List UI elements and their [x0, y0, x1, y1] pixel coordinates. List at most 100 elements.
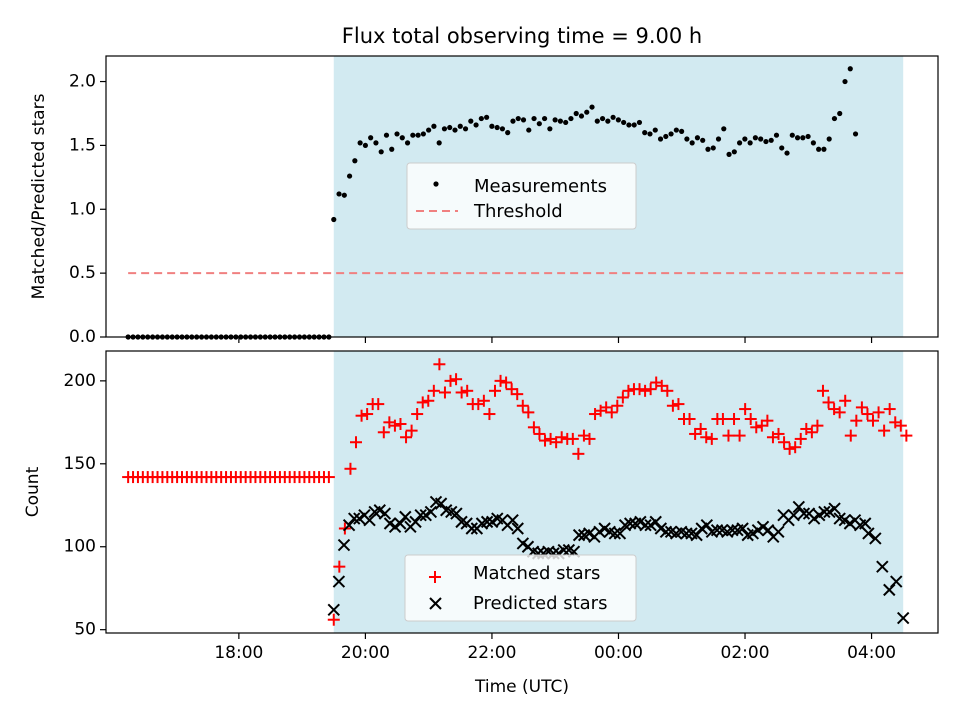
measurement-point — [405, 140, 410, 145]
measurement-point — [426, 127, 431, 132]
legend-measurement-marker — [433, 181, 438, 186]
ratio-y-tick-label: 0.0 — [69, 327, 96, 347]
ratio-y-tick-label: 1.0 — [69, 199, 96, 219]
measurement-point — [521, 117, 526, 122]
legend-matched-label: Matched stars — [473, 563, 600, 584]
measurement-point — [358, 140, 363, 145]
measurement-point — [589, 104, 594, 109]
measurement-point — [574, 111, 579, 116]
measurement-point — [674, 127, 679, 132]
chart-title: Flux total observing time = 9.00 h — [342, 24, 702, 48]
measurement-point — [632, 122, 637, 127]
count-panel: 50 100 150 200 Count Matched stars Predicte… — [23, 351, 938, 640]
count-legend: Matched stars Predicted stars — [405, 555, 636, 621]
x-axis-label: Time (UTC) — [474, 677, 569, 697]
measurement-point — [568, 116, 573, 121]
ratio-panel: 0.00.51.01.52.0 Matched/Predicted stars … — [29, 56, 938, 347]
measurement-point — [400, 135, 405, 140]
legend-predicted-label: Predicted stars — [473, 593, 607, 614]
measurement-point — [842, 79, 847, 84]
measurement-point — [711, 145, 716, 150]
measurement-point — [489, 124, 494, 129]
measurement-point — [553, 117, 558, 122]
measurement-point — [716, 136, 721, 141]
measurement-point — [526, 127, 531, 132]
x-tick-label: 04:00 — [847, 643, 896, 663]
measurement-point — [542, 116, 547, 121]
measurement-point — [795, 135, 800, 140]
measurement-point — [663, 134, 668, 139]
measurement-point — [431, 124, 436, 129]
measurement-point — [642, 130, 647, 135]
measurement-point — [342, 193, 347, 198]
measurement-point — [837, 111, 842, 116]
measurement-point — [595, 119, 600, 124]
measurement-point — [784, 150, 789, 155]
measurement-point — [410, 133, 415, 138]
measurement-point — [684, 136, 689, 141]
count-y-tick-label: 50 — [74, 620, 96, 640]
measurement-point — [347, 173, 352, 178]
measurement-point — [452, 127, 457, 132]
measurement-point — [800, 135, 805, 140]
measurement-point — [737, 140, 742, 145]
measurement-point — [458, 124, 463, 129]
measurement-point — [811, 140, 816, 145]
measurement-point — [700, 138, 705, 143]
measurement-point — [658, 136, 663, 141]
measurement-point — [415, 133, 420, 138]
measurement-point — [384, 133, 389, 138]
measurement-point — [336, 191, 341, 196]
measurement-point — [547, 126, 552, 131]
measurement-point — [331, 217, 336, 222]
x-tick-label: 18:00 — [214, 643, 263, 663]
measurement-point — [832, 116, 837, 121]
measurement-point — [753, 135, 758, 140]
measurement-point — [479, 116, 484, 121]
measurement-point — [505, 130, 510, 135]
measurement-point — [726, 152, 731, 157]
measurement-point — [732, 149, 737, 154]
measurement-point — [510, 119, 515, 124]
measurement-point — [721, 126, 726, 131]
measurement-point — [774, 133, 779, 138]
ratio-legend: Measurements Threshold — [407, 163, 636, 229]
measurement-point — [821, 147, 826, 152]
measurement-point — [558, 119, 563, 124]
measurement-point — [352, 158, 357, 163]
measurement-point — [484, 115, 489, 120]
measurement-point — [473, 122, 478, 127]
measurement-point — [806, 134, 811, 139]
measurement-point — [695, 135, 700, 140]
measurement-point — [394, 131, 399, 136]
count-y-tick-label: 200 — [64, 371, 96, 391]
measurement-point — [668, 131, 673, 136]
measurement-point — [563, 120, 568, 125]
measurement-point — [621, 120, 626, 125]
measurement-point — [463, 126, 468, 131]
measurement-point — [853, 131, 858, 136]
measurement-point — [605, 119, 610, 124]
legend-threshold-label: Threshold — [473, 201, 563, 222]
count-y-tick-label: 150 — [64, 454, 96, 474]
x-tick-label: 20:00 — [341, 643, 390, 663]
measurement-point — [373, 140, 378, 145]
measurement-point — [363, 143, 368, 148]
measurement-point — [500, 126, 505, 131]
measurement-point — [763, 139, 768, 144]
measurement-point — [827, 136, 832, 141]
ratio-y-tick-label: 2.0 — [69, 72, 96, 92]
measurement-point — [679, 129, 684, 134]
measurement-point — [579, 113, 584, 118]
measurement-point — [616, 117, 621, 122]
measurement-point — [531, 116, 536, 121]
measurement-point — [816, 147, 821, 152]
x-tick-label: 22:00 — [467, 643, 516, 663]
measurement-point — [379, 149, 384, 154]
measurement-point — [442, 126, 447, 131]
measurement-point — [790, 133, 795, 138]
x-tick-label: 02:00 — [721, 643, 770, 663]
measurement-point — [421, 131, 426, 136]
measurement-point — [705, 147, 710, 152]
count-y-axis-label: Count — [23, 466, 43, 517]
